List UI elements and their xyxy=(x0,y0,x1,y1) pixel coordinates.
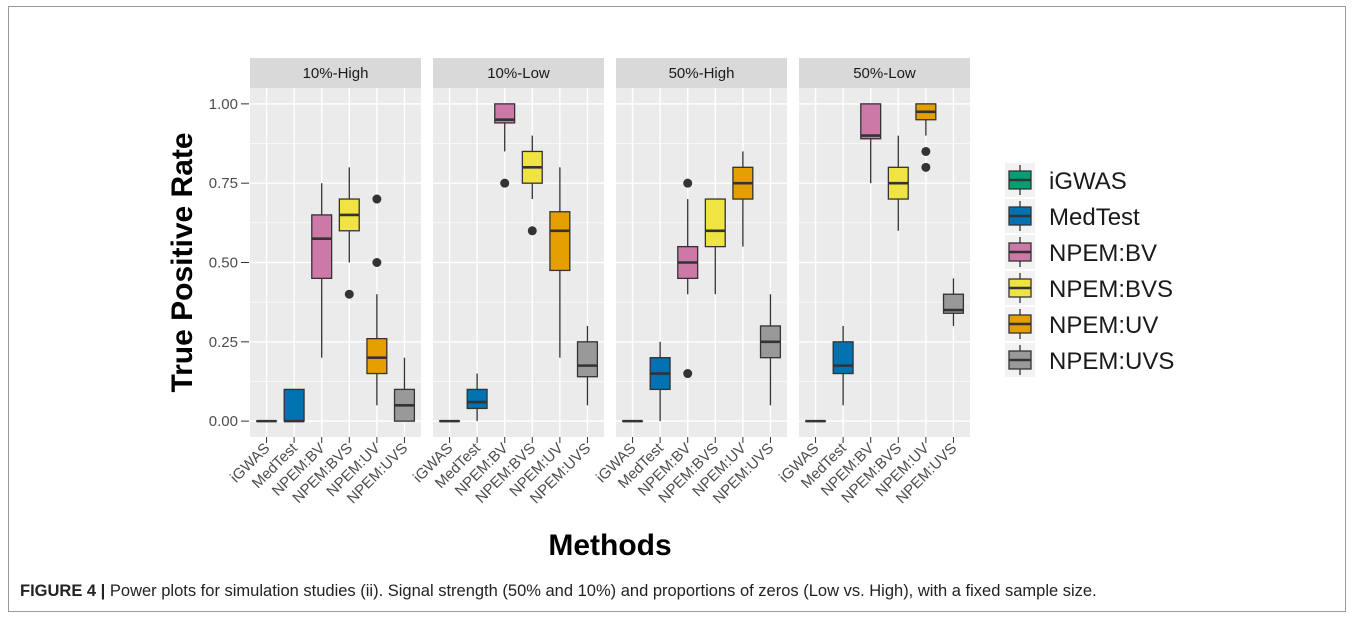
facet-strip xyxy=(616,58,787,88)
figure-frame xyxy=(8,6,1346,612)
outlier-point xyxy=(683,369,693,379)
y-tick-label: 0.75 xyxy=(209,175,238,192)
y-tick-label: 0.25 xyxy=(209,334,238,351)
outlier-point xyxy=(921,146,931,156)
outlier-point xyxy=(527,226,537,236)
box-npem-uv xyxy=(549,211,571,272)
box-npem-uv xyxy=(366,337,388,375)
facet-title: 10%-High xyxy=(303,65,369,82)
facet-strip xyxy=(799,58,970,88)
y-tick-label: 0.50 xyxy=(209,255,238,272)
box-medtest xyxy=(832,341,854,375)
facet-strip xyxy=(433,58,604,88)
caption-text: Power plots for simulation studies (ii).… xyxy=(109,582,1097,600)
legend-label: NPEM:BV xyxy=(1049,240,1157,267)
boxplot-chart: True Positive Rate 0.00 0.25 0.50 0.75 1.00 10… xyxy=(166,58,1174,562)
outlier-point xyxy=(344,289,354,299)
box-npem-uvs xyxy=(942,293,965,314)
facet-strip xyxy=(250,58,421,88)
box-npem-bv xyxy=(860,103,882,140)
box-npem-bv xyxy=(311,214,333,280)
facet-title: 50%-Low xyxy=(853,65,916,82)
x-axis-title: Methods xyxy=(548,529,671,562)
outlier-point xyxy=(500,178,510,188)
legend-label: MedTest xyxy=(1049,204,1140,231)
outlier-point xyxy=(683,178,693,188)
legend-label: NPEM:BVS xyxy=(1049,276,1173,303)
box-medtest xyxy=(466,388,488,410)
legend-label: iGWAS xyxy=(1049,168,1127,195)
figure-caption: FIGURE 4 | Power plots for simulation st… xyxy=(20,582,1097,601)
y-tick-label: 1.00 xyxy=(209,96,238,113)
legend-label: NPEM:UV xyxy=(1049,312,1158,339)
y-tick-label: 0.00 xyxy=(209,413,238,430)
outlier-point xyxy=(921,162,931,172)
caption-label: FIGURE 4 | xyxy=(20,582,106,600)
box-medtest xyxy=(283,388,305,422)
facet-title: 50%-High xyxy=(669,65,735,82)
outlier-point xyxy=(372,258,382,267)
outlier-point xyxy=(372,194,382,204)
box-npem-uvs xyxy=(576,341,599,378)
box-npem-bvs xyxy=(704,198,726,248)
legend-label: NPEM:UVS xyxy=(1049,348,1174,375)
y-axis-title: True Positive Rate xyxy=(166,132,199,392)
facet-title: 10%-Low xyxy=(487,65,550,82)
box-npem-bv xyxy=(494,103,516,124)
